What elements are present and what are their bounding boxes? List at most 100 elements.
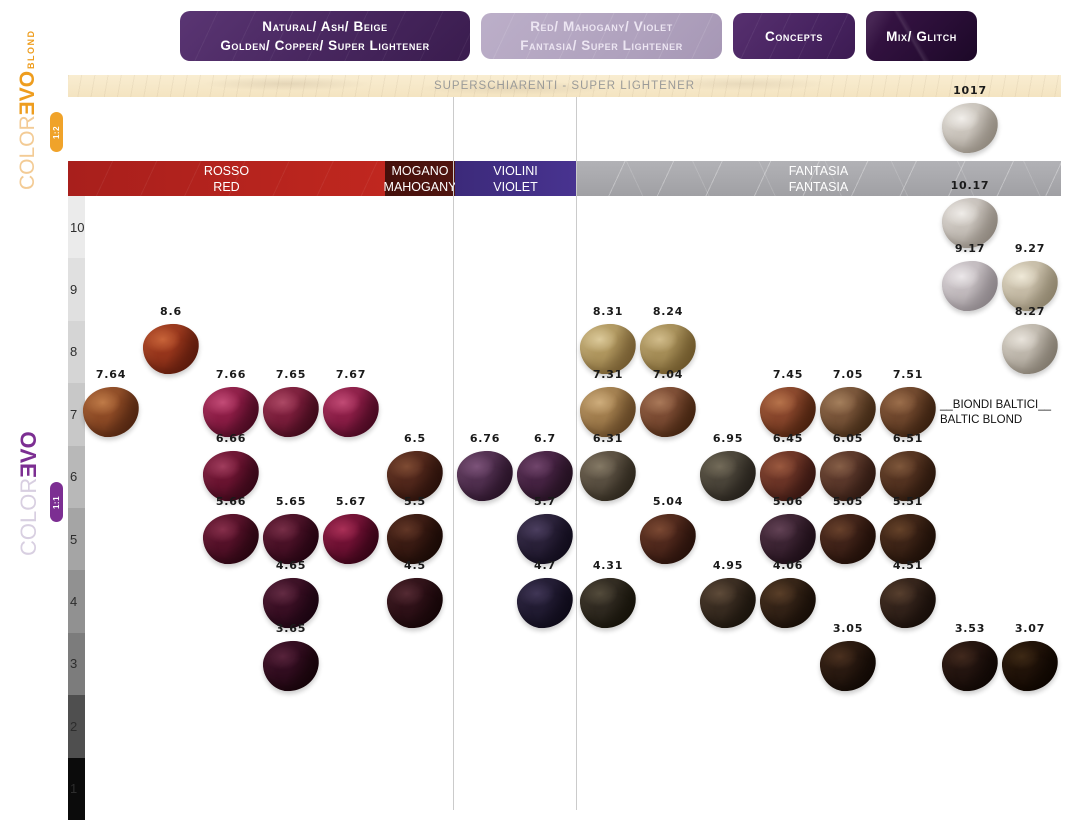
level-band-10: 10 (68, 196, 85, 259)
shade-swatch-6.7: 6.7 (507, 432, 583, 503)
level-number: 7 (70, 406, 78, 422)
tab-concepts[interactable]: Concepts (733, 13, 855, 59)
logo-color-part: COLOR (16, 477, 41, 556)
shade-code: 9.27 (1014, 242, 1046, 255)
shade-code: 3.05 (832, 622, 864, 635)
shade-swatch-3.05: 3.05 (810, 622, 886, 693)
hair-lock-image (578, 576, 638, 630)
column-header-mahogany: MOGANO MAHOGANY (383, 161, 457, 196)
shade-swatch-6.76: 6.76 (447, 432, 523, 503)
shade-swatch-7.64: 7.64 (73, 368, 149, 439)
shade-code: 9.17 (954, 242, 986, 255)
shade-swatch-7.66: 7.66 (193, 368, 269, 439)
level-number: 9 (70, 282, 78, 298)
tab-mix-glitch[interactable]: Mix/ Glitch (866, 11, 977, 61)
tab-label-line1: Concepts (764, 28, 824, 44)
shade-swatch-3.07: 3.07 (992, 622, 1068, 693)
shade-swatch-7.05: 7.05 (810, 368, 886, 439)
level-number: 5 (70, 531, 78, 547)
level-band-9: 9 (68, 258, 85, 321)
shade-code: 7.67 (335, 368, 367, 381)
hair-lock-image (385, 512, 445, 566)
hair-lock-image (878, 385, 938, 439)
shade-swatch-6.66: 6.66 (193, 432, 269, 503)
header-line2: VIOLET (493, 179, 538, 194)
level-band-2: 2 (68, 695, 85, 758)
shade-code: 7.04 (652, 368, 684, 381)
hair-lock-image (818, 385, 878, 439)
header-line2: RED (213, 179, 240, 194)
header-line1: FANTASIA (788, 163, 849, 178)
shade-code: 4.31 (592, 559, 624, 572)
shade-swatch-5.67: 5.67 (313, 495, 389, 566)
tab-red-mahogany-violet[interactable]: Red/ Mahogany/ Violet Fantasia/ Super Li… (481, 13, 722, 59)
tab-natural-ash-beige[interactable]: Natural/ Ash/ Beige Golden/ Copper/ Supe… (180, 11, 470, 61)
column-divider (453, 97, 454, 810)
shade-swatch-7.67: 7.67 (313, 368, 389, 439)
shade-swatch-7.04: 7.04 (630, 368, 706, 439)
hair-lock-image (878, 512, 938, 566)
shade-code: 7.31 (592, 368, 624, 381)
level-number: 1 (70, 781, 78, 797)
level-number: 2 (70, 718, 78, 734)
column-header-fantasia: FANTASIA FANTASIA (576, 161, 1061, 196)
hair-lock-image (201, 385, 261, 439)
shade-code: 4.95 (712, 559, 744, 572)
level-number: 8 (70, 344, 78, 360)
hair-lock-image (515, 576, 575, 630)
logo-evo-part: ƎVO (16, 431, 41, 478)
tab-label-line1: Red/ Mahogany/ Violet (530, 19, 673, 34)
hair-lock-image (638, 385, 698, 439)
tab-label-line1: Natural/ Ash/ Beige (262, 19, 388, 34)
hair-lock-image (940, 259, 1000, 313)
column-header-red: ROSSO RED (68, 161, 385, 196)
shade-code: 7.05 (832, 368, 864, 381)
hair-lock-image (515, 512, 575, 566)
level-band-7: 7 (68, 383, 85, 446)
shade-swatch-8.27: 8.27 (992, 305, 1068, 376)
shade-swatch-6.5: 6.5 (377, 432, 453, 503)
shade-code: 8.27 (1014, 305, 1046, 318)
shade-code: 7.65 (275, 368, 307, 381)
shade-code: 5.66 (215, 495, 247, 508)
hair-lock-image (638, 512, 698, 566)
shade-swatch-7.31: 7.31 (570, 368, 646, 439)
shade-code: 6.31 (592, 432, 624, 445)
level-band-3: 3 (68, 632, 85, 696)
shade-code: 4.06 (772, 559, 804, 572)
shade-code: 10.17 (950, 179, 990, 192)
shade-swatch-4.31: 4.31 (570, 559, 646, 630)
shade-swatch-5.66: 5.66 (193, 495, 269, 566)
shade-swatch-9.27: 9.27 (992, 242, 1068, 313)
shade-code: 4.65 (275, 559, 307, 572)
shade-code: 5.06 (772, 495, 804, 508)
header-line1: MOGANO (391, 163, 449, 178)
shade-code: 6.95 (712, 432, 744, 445)
header-line2: MAHOGANY (383, 179, 457, 194)
note-line1: __BIONDI BALTICI__ (940, 399, 1051, 411)
shade-code: 4.7 (534, 559, 556, 572)
baltic-blond-note: __BIONDI BALTICI__ BALTIC BLOND (940, 398, 1070, 428)
shade-code: 5.7 (534, 495, 556, 508)
hair-lock-image (385, 576, 445, 630)
shade-code: 4.5 (404, 559, 426, 572)
hair-lock-image (261, 639, 321, 693)
shade-swatch-4.95: 4.95 (690, 559, 766, 630)
level-number: 3 (70, 656, 78, 672)
hair-lock-image (818, 512, 878, 566)
logo-evo-part: ƎVO (16, 70, 39, 116)
hair-lock-image (878, 576, 938, 630)
shade-code: 8.31 (592, 305, 624, 318)
shade-swatch-10.17: 10.17 (932, 179, 1008, 250)
shade-code: 6.66 (215, 432, 247, 445)
hair-lock-image (940, 639, 1000, 693)
hair-lock-image (321, 512, 381, 566)
hair-lock-image (758, 512, 818, 566)
shade-code: 6.7 (534, 432, 556, 445)
shade-swatch-3.65: 3.65 (253, 622, 329, 693)
shade-swatch-6.31: 6.31 (570, 432, 646, 503)
shade-code: 7.51 (892, 368, 924, 381)
hair-lock-image (698, 576, 758, 630)
shade-code: 5.51 (892, 495, 924, 508)
